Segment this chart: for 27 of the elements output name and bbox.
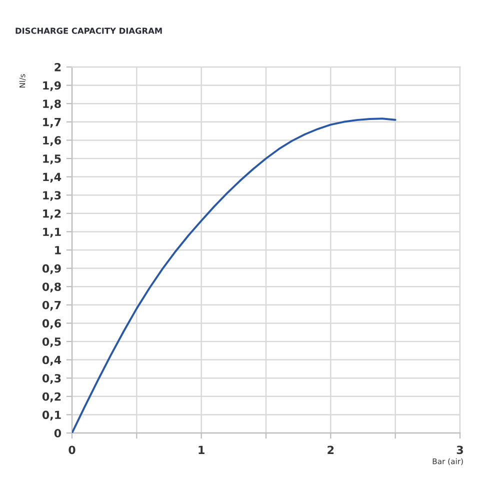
y-tick-label: 1,3	[43, 191, 61, 201]
y-tick-label: 0,6	[42, 319, 61, 329]
y-tick-label: 1,2	[43, 209, 61, 220]
y-tick-label: 0	[54, 428, 62, 438]
y-tick-label: 0,5	[42, 337, 61, 348]
y-tick-label: 0,4	[42, 356, 62, 366]
line-series	[72, 118, 396, 433]
chart-title: DISCHARGE CAPACITY DIAGRAM	[16, 28, 162, 34]
y-tick-label: 0,8	[42, 282, 61, 292]
y-tick-label: 0,1	[42, 410, 61, 420]
x-tick-label: 0	[68, 446, 76, 454]
y-tick-label: 1,8	[43, 100, 61, 110]
y-tick-label: 1,6	[43, 136, 61, 146]
y-tick-label: 1,4	[43, 172, 62, 183]
y-tick-label: 1,7	[43, 118, 61, 128]
y-tick-label: 1	[55, 246, 61, 254]
x-tick-label: 3	[456, 446, 463, 454]
y-tick-label: 0,2	[42, 392, 61, 402]
y-tick-label: 1,9	[43, 81, 61, 92]
x-tick-label: 2	[328, 446, 334, 454]
x-tick-label: 1	[198, 446, 204, 454]
y-tick-label: 0,3	[42, 374, 61, 384]
y-tick-label: 0,7	[42, 300, 61, 311]
y-tick-label: 0,9	[42, 264, 61, 274]
y-tick-label: 1,1	[43, 228, 61, 238]
y-tick-label: 2	[54, 62, 61, 72]
y-tick-label: 1,5	[43, 154, 61, 164]
